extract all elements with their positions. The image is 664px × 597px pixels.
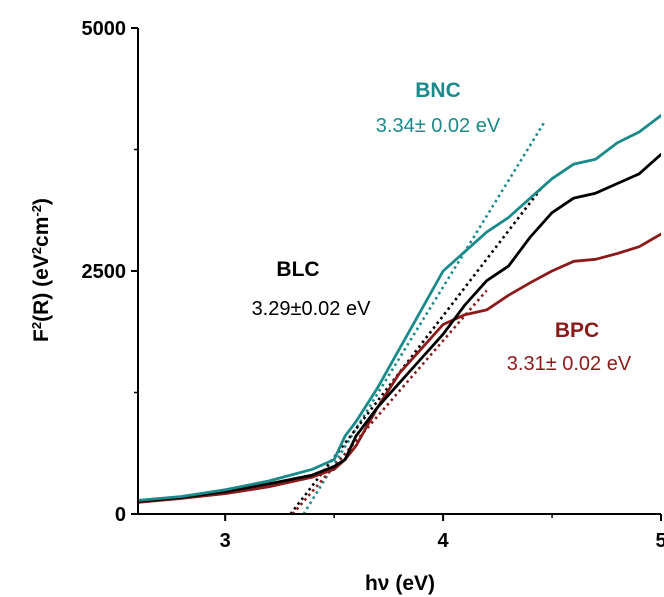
x-axis-title: hν (eV) xyxy=(365,572,435,595)
annotation-bnc-name: BNC xyxy=(415,79,461,102)
x-tick-label-4: 4 xyxy=(438,530,450,552)
series-line-blc xyxy=(138,152,661,503)
y-tick-label-5000: 5000 xyxy=(82,18,127,40)
series-line-bnc xyxy=(138,114,661,502)
fit-line-blc xyxy=(289,187,543,514)
annotations: BNC 3.34± 0.02 eV BLC 3.29±0.02 eV BPC 3… xyxy=(252,79,632,375)
annotation-blc-name: BLC xyxy=(276,258,319,281)
x-tick-label-5: 5 xyxy=(655,530,664,552)
series-line-bpc xyxy=(138,232,661,504)
fit-line-bpc xyxy=(291,289,488,514)
annotation-bpc-name: BPC xyxy=(555,319,599,342)
annotation-bpc-value: 3.31± 0.02 eV xyxy=(507,353,632,375)
x-tick-label-3: 3 xyxy=(220,530,231,552)
y-tick-label-0: 0 xyxy=(115,504,126,526)
fit-line-bnc xyxy=(302,119,547,514)
annotation-blc-value: 3.29±0.02 eV xyxy=(252,298,372,320)
annotation-bnc-value: 3.34± 0.02 eV xyxy=(376,115,501,137)
plot-area xyxy=(138,114,661,514)
y-tick-label-2500: 2500 xyxy=(82,261,127,283)
y-axis-title: F2(R) (eV2cm-2) xyxy=(29,198,54,342)
axes: 3 4 5 0 2500 5000 xyxy=(82,18,664,552)
